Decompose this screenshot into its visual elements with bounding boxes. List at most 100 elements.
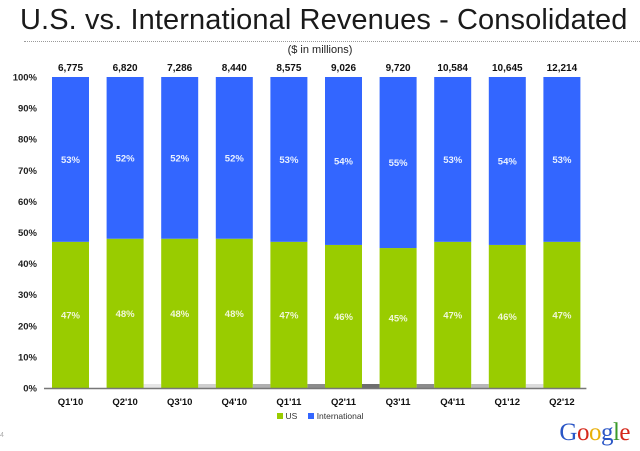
google-logo: Google — [559, 419, 630, 447]
bar-international — [106, 77, 144, 239]
bar-label-international: 53% — [279, 155, 299, 166]
legend-swatch-us — [276, 413, 283, 419]
bar-us — [325, 244, 362, 388]
bar-us — [488, 244, 526, 388]
floor-shadow — [307, 384, 325, 388]
bar-label-us: 47% — [443, 310, 463, 321]
total-label: 9,026 — [331, 63, 356, 74]
bar-label-us: 47% — [61, 310, 81, 321]
legend-label-us: US — [285, 411, 298, 421]
y-tick-label: 60% — [18, 197, 38, 208]
bar-stack: 45% 55% — [379, 77, 417, 388]
x-tick-label: Q4'11 — [440, 397, 466, 408]
chart-subtitle: ($ in millions) — [287, 44, 353, 56]
total-label: 8,575 — [276, 63, 301, 74]
bar-us — [379, 248, 417, 388]
floor-shadow — [362, 384, 380, 388]
x-tick-label: Q1'11 — [276, 397, 302, 408]
y-tick-label: 0% — [23, 384, 37, 395]
bar-label-us: 47% — [552, 310, 572, 321]
bar-us — [52, 241, 89, 388]
x-tick-label: Q1'10 — [58, 397, 84, 408]
bar-us — [161, 238, 199, 388]
bar-international — [488, 77, 526, 245]
legend-label-international: International — [316, 411, 364, 421]
bar-international — [543, 77, 581, 242]
bar-label-us: 48% — [116, 309, 136, 320]
bar-label-us: 45% — [389, 314, 409, 325]
bar-label-us: 46% — [334, 312, 354, 323]
logo-letter: o — [576, 419, 590, 446]
bars: 47% 53% 48% 52% 48% 52% 48% 52% 47% 53% 46% 54% 45% 5… — [52, 77, 581, 388]
slide-title: U.S. vs. International Revenues - Consol… — [20, 4, 628, 36]
bar-us — [434, 241, 472, 388]
bar-us — [215, 238, 253, 388]
x-tick-label: Q2'12 — [549, 397, 575, 408]
y-tick-label: 10% — [18, 352, 38, 363]
bar-international — [270, 77, 308, 242]
total-label: 8,440 — [222, 63, 247, 74]
logo-letter: G — [559, 419, 577, 446]
bar-international — [161, 77, 199, 239]
floor-shadow — [416, 384, 435, 388]
bar-label-us: 48% — [170, 309, 190, 320]
legend-item-international: International — [307, 411, 364, 421]
total-labels: 6,775 6,820 7,286 8,440 8,575 9,026 9,720 10,58… — [58, 63, 578, 74]
bar-label-international: 53% — [443, 155, 463, 166]
x-axis: Q1'10 Q2'10 Q3'10 Q4'10 Q1'11 Q2'11 Q3'11 Q4'11… — [58, 397, 575, 408]
total-label: 10,645 — [492, 63, 523, 74]
y-tick-label: 100% — [13, 73, 38, 84]
bar-stack: 46% 54% — [325, 77, 362, 388]
bar-international — [434, 77, 472, 242]
y-tick-label: 40% — [18, 259, 38, 270]
legend: US International — [0, 411, 640, 421]
bar-label-international: 52% — [225, 153, 245, 164]
total-label: 6,820 — [113, 63, 138, 74]
title-divider — [24, 41, 640, 42]
total-label: 9,720 — [386, 63, 411, 74]
logo-letter: o — [588, 419, 602, 446]
bar-label-international: 52% — [116, 153, 136, 164]
x-tick-label: Q2'10 — [112, 397, 138, 408]
bar-us — [543, 241, 581, 388]
total-label: 10,584 — [437, 63, 468, 74]
logo-letter: e — [619, 419, 630, 446]
y-tick-label: 90% — [18, 104, 38, 115]
legend-swatch-international — [307, 413, 314, 419]
bar-international — [52, 77, 89, 242]
x-tick-label: Q3'10 — [167, 397, 193, 408]
bar-label-us: 47% — [279, 310, 299, 321]
floor-shadow — [252, 384, 271, 388]
floor-shadow — [89, 384, 107, 388]
x-tick-label: Q3'11 — [386, 397, 412, 408]
bar-label-us: 46% — [498, 312, 518, 323]
bar-stack: 46% 54% — [488, 77, 526, 388]
bar-stack: 47% 53% — [543, 77, 581, 388]
bar-international — [325, 77, 362, 245]
bar-label-international: 52% — [170, 153, 190, 164]
floor-shadow — [198, 384, 216, 388]
logo-letter: l — [612, 419, 620, 446]
bar-stack: 47% 53% — [434, 77, 472, 388]
x-tick-label: Q4'10 — [222, 397, 248, 408]
bar-international — [215, 77, 253, 239]
total-label: 6,775 — [58, 63, 83, 74]
bar-stack: 48% 52% — [215, 77, 253, 388]
y-tick-label: 50% — [18, 228, 38, 239]
bar-stack: 48% 52% — [106, 77, 144, 388]
bar-label-international: 53% — [61, 155, 81, 166]
floor-shadow — [471, 384, 489, 388]
x-tick-label: Q1'12 — [495, 397, 521, 408]
y-tick-label: 70% — [18, 166, 38, 177]
legend-item-us: US — [276, 411, 300, 421]
bar-international — [379, 77, 417, 249]
bar-stack: 48% 52% — [161, 77, 199, 388]
y-tick-label: 20% — [18, 321, 38, 332]
total-label: 7,286 — [167, 63, 192, 74]
bar-us — [106, 238, 144, 388]
bar-label-international: 54% — [334, 156, 354, 167]
floor-shadow — [525, 384, 544, 388]
bar-label-us: 48% — [225, 309, 245, 320]
y-tick-label: 30% — [18, 290, 38, 301]
